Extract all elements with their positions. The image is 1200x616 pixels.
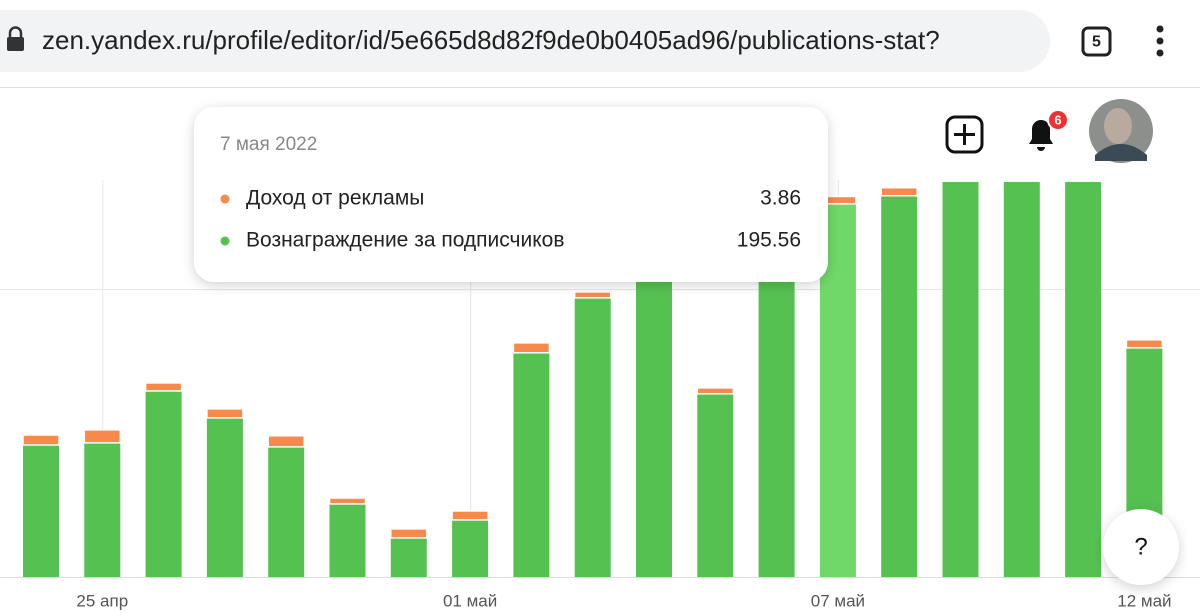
- bar-segment: [880, 186, 918, 197]
- bar-segment: [84, 442, 121, 577]
- bell-icon[interactable]: [1029, 120, 1053, 151]
- bar-segment: [697, 393, 734, 577]
- legend-label: Вознаграждение за подписчиков: [246, 229, 564, 252]
- url[interactable]: zen.yandex.ru/profile/editor/id/5e665d8d…: [42, 25, 940, 55]
- x-tick-label: 12 май: [1117, 591, 1171, 610]
- tooltip-date: 7 мая 2022: [220, 134, 317, 155]
- bar-segment: [83, 429, 122, 444]
- bar-segment: [636, 249, 672, 577]
- bar-segment: [881, 195, 918, 577]
- bar-segment: [513, 352, 550, 577]
- bar-segment: [1065, 182, 1102, 577]
- bar-segment: [1004, 169, 1040, 177]
- bar-segment: [943, 169, 979, 177]
- bar-segment: [328, 497, 367, 505]
- notification-count: 6: [1054, 112, 1061, 127]
- bar-segment: [1125, 339, 1164, 349]
- help-button[interactable]: [1103, 509, 1179, 585]
- tab-switcher[interactable]: [1081, 26, 1112, 57]
- lock-icon: [7, 26, 24, 51]
- bar-segment: [267, 435, 305, 448]
- tooltip: [194, 107, 828, 282]
- tooltip-value: 195.56: [737, 229, 801, 252]
- help-label: ?: [1134, 533, 1147, 560]
- bar-segment: [23, 444, 59, 577]
- legend-label: Доход от рекламы: [246, 187, 424, 210]
- legend-dot: [220, 236, 230, 246]
- avatar-body: [1095, 144, 1147, 161]
- bar-segment: [390, 537, 427, 577]
- bar-segment: [758, 229, 795, 577]
- legend-dot: [220, 194, 230, 204]
- bar-segment: [451, 510, 489, 521]
- bar-segment: [206, 417, 243, 577]
- bar-segment: [22, 434, 60, 446]
- menu-button[interactable]: [1156, 25, 1164, 57]
- x-tick-label: 01 май: [443, 591, 497, 610]
- bar-segment: [206, 408, 244, 419]
- bar-segment: [145, 390, 182, 577]
- tab-count: 5: [1092, 34, 1101, 51]
- bar-segment: [144, 382, 183, 392]
- notification-badge: [1047, 109, 1069, 131]
- bar-segment: [696, 387, 735, 395]
- bar-segment: [1065, 169, 1101, 177]
- bar-segment: [390, 528, 428, 539]
- bar-segment: [268, 446, 305, 577]
- address-bar[interactable]: [0, 10, 1050, 72]
- bar-segment: [573, 291, 612, 299]
- tooltip-value: 3.86: [760, 187, 801, 210]
- x-tick-label: 07 май: [811, 591, 865, 610]
- bar-segment: [512, 342, 551, 354]
- bar-segment: [1003, 182, 1040, 577]
- x-tick-label: 25 апр: [76, 591, 128, 610]
- avatar-face: [1104, 108, 1132, 144]
- bar-segment: [942, 182, 979, 577]
- add-button[interactable]: [945, 115, 984, 154]
- add-icon: [954, 124, 975, 145]
- bar-segment: [452, 519, 489, 577]
- bar-segment: [574, 297, 611, 577]
- bar-segment: [329, 503, 366, 577]
